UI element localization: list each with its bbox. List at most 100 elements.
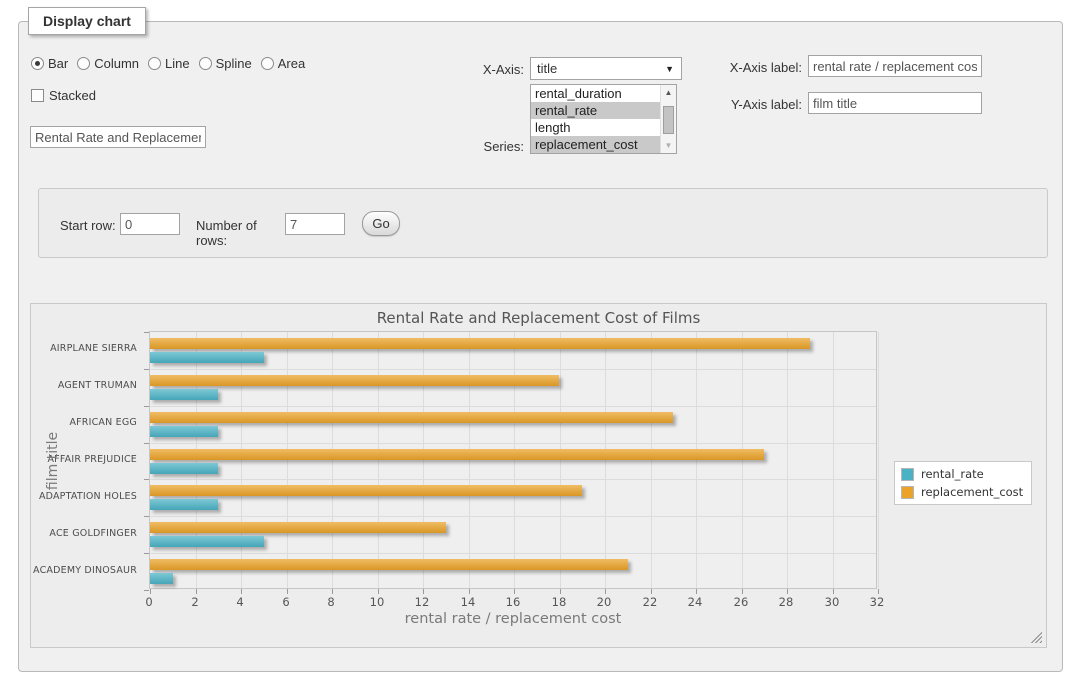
x-axis-tick-mark: [196, 589, 197, 594]
bar-replacement_cost: [150, 338, 810, 349]
start-row-input[interactable]: [120, 213, 180, 235]
x-tick-label: 16: [505, 595, 521, 609]
bar-rental_rate: [150, 352, 264, 363]
x-axis-tick-mark: [423, 589, 424, 594]
x-axis-tick-mark: [742, 589, 743, 594]
chart-type-radio-column[interactable]: Column: [77, 56, 139, 71]
x-tick-label: 2: [191, 595, 199, 609]
y-axis-tick-mark: [144, 553, 149, 554]
radio-icon[interactable]: [148, 57, 162, 70]
row-controls-panel: [38, 188, 1048, 258]
scroll-down-arrow-icon[interactable]: ▼: [664, 141, 673, 150]
x-axis-tick-mark: [514, 589, 515, 594]
x-axis-selected-value: title: [537, 61, 558, 76]
radio-icon[interactable]: [31, 57, 44, 70]
x-axis-title: rental rate / replacement cost: [404, 611, 622, 627]
legend-label: rental_rate: [921, 467, 984, 481]
bar-replacement_cost: [150, 522, 446, 533]
y-axis-tick-mark: [144, 516, 149, 517]
bar-replacement_cost: [150, 449, 764, 460]
bar-rental_rate: [150, 499, 218, 510]
resize-grip-icon[interactable]: [1030, 631, 1042, 643]
x-axis-label-label: X-Axis label:: [729, 60, 802, 75]
plot-area: [144, 331, 879, 594]
stacked-checkbox[interactable]: [31, 89, 44, 102]
x-tick-label: 10: [369, 595, 385, 609]
x-axis-label-input[interactable]: [808, 55, 982, 77]
x-tick-label: 6: [282, 595, 290, 609]
x-axis-tick-mark: [241, 589, 242, 594]
radio-label: Spline: [215, 56, 252, 71]
select-dropdown-arrow-icon: ▼: [665, 64, 674, 74]
gridline-vertical: [833, 332, 834, 588]
x-tick-label: 8: [327, 595, 335, 609]
series-option-length[interactable]: length: [535, 120, 571, 135]
x-tick-label: 4: [236, 595, 244, 609]
y-axis-tick-mark: [144, 443, 149, 444]
gridline-vertical: [560, 332, 561, 588]
x-axis-tick-mark: [787, 589, 788, 594]
go-button[interactable]: Go: [362, 211, 400, 236]
y-axis-title: film title: [45, 431, 61, 491]
x-axis-tick-mark: [150, 589, 151, 594]
x-axis-select[interactable]: title ▼: [530, 57, 682, 80]
x-tick-label: 0: [145, 595, 153, 609]
gridline-vertical: [787, 332, 788, 588]
gridline-vertical: [287, 332, 288, 588]
legend-item-rental_rate: rental_rate: [901, 467, 1023, 481]
bar-replacement_cost: [150, 412, 673, 423]
radio-icon[interactable]: [198, 57, 212, 70]
chart-title: Rental Rate and Replacement Cost of Film…: [376, 309, 701, 327]
bar-rental_rate: [150, 536, 264, 547]
fieldset-legend: Display chart: [28, 7, 146, 35]
gridline-vertical: [469, 332, 470, 588]
number-of-rows-input[interactable]: [285, 213, 345, 235]
scrollbar-thumb[interactable]: [663, 106, 674, 134]
x-axis-tick-mark: [560, 589, 561, 594]
category-label: ACADEMY DINOSAUR: [33, 565, 137, 576]
bar-rental_rate: [150, 463, 218, 474]
gridline-vertical: [423, 332, 424, 588]
x-tick-label: 12: [414, 595, 430, 609]
legend-item-replacement_cost: replacement_cost: [901, 485, 1023, 499]
y-axis-tick-mark: [144, 369, 149, 370]
gridline-vertical: [196, 332, 197, 588]
radio-icon[interactable]: [260, 57, 274, 70]
x-axis-tick-mark: [287, 589, 288, 594]
bar-replacement_cost: [150, 559, 628, 570]
gridline-horizontal: [150, 479, 876, 480]
chart-type-radio-area[interactable]: Area: [260, 56, 305, 71]
series-option-replacement_cost[interactable]: replacement_cost: [531, 136, 660, 153]
x-tick-label: 32: [869, 595, 885, 609]
gridline-vertical: [742, 332, 743, 588]
gridline-vertical: [696, 332, 697, 588]
chart-type-radio-line[interactable]: Line: [148, 56, 190, 71]
bar-rental_rate: [150, 573, 173, 584]
radio-label: Line: [165, 56, 190, 71]
x-axis-select-label: X-Axis:: [482, 62, 524, 77]
series-select-label: Series:: [483, 139, 524, 154]
bar-rental_rate: [150, 426, 218, 437]
series-listbox[interactable]: rental_duration rental_rate length replacem…: [530, 84, 677, 154]
listbox-scrollbar[interactable]: ▲ ▼: [660, 85, 676, 153]
gridline-vertical: [332, 332, 333, 588]
chart-type-radio-spline[interactable]: Spline: [198, 56, 252, 71]
legend-swatch-icon: [901, 467, 914, 481]
gridline-horizontal: [150, 553, 876, 554]
series-option-rental_duration[interactable]: rental_duration: [535, 86, 622, 101]
x-tick-label: 24: [687, 595, 703, 609]
x-tick-label: 26: [733, 595, 749, 609]
y-axis-label-input[interactable]: [808, 92, 982, 114]
radio-icon[interactable]: [77, 57, 91, 70]
number-of-rows-label: Number of rows:: [196, 218, 257, 248]
stacked-checkbox-row[interactable]: Stacked: [31, 88, 96, 103]
start-row-label: Start row:: [60, 218, 116, 233]
chart-legend: rental_rate replacement_cost: [894, 461, 1033, 505]
chart-type-radio-bar[interactable]: Bar: [31, 56, 68, 71]
category-label: AIRPLANE SIERRA: [50, 343, 137, 354]
chart-title-input[interactable]: [30, 126, 206, 148]
series-option-rental_rate[interactable]: rental_rate: [531, 102, 660, 119]
gridline-vertical: [241, 332, 242, 588]
stacked-label: Stacked: [49, 88, 96, 103]
scroll-up-arrow-icon[interactable]: ▲: [664, 88, 673, 97]
